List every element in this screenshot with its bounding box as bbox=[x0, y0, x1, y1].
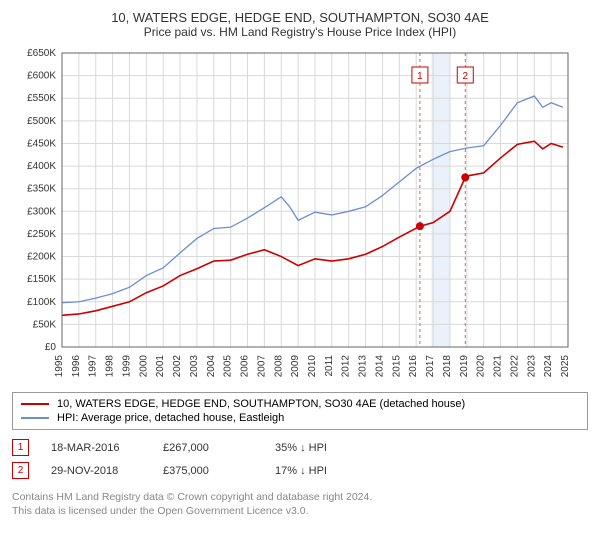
svg-text:2004: 2004 bbox=[206, 355, 217, 378]
svg-text:2011: 2011 bbox=[324, 355, 335, 377]
legend-label: 10, WATERS EDGE, HEDGE END, SOUTHAMPTON,… bbox=[57, 398, 465, 410]
svg-text:£150K: £150K bbox=[27, 274, 56, 285]
svg-text:2020: 2020 bbox=[476, 355, 487, 378]
svg-text:1997: 1997 bbox=[88, 355, 99, 378]
svg-text:2019: 2019 bbox=[459, 355, 470, 378]
legend-item: 10, WATERS EDGE, HEDGE END, SOUTHAMPTON,… bbox=[21, 397, 579, 411]
legend-swatch bbox=[21, 417, 49, 419]
svg-text:2017: 2017 bbox=[425, 355, 436, 378]
svg-text:£0: £0 bbox=[45, 342, 57, 353]
svg-text:2023: 2023 bbox=[526, 355, 537, 378]
legend-swatch bbox=[21, 403, 49, 405]
transaction-date: 18-MAR-2016 bbox=[51, 442, 141, 454]
transaction-price: £267,000 bbox=[163, 442, 253, 454]
svg-text:2016: 2016 bbox=[408, 355, 419, 378]
svg-text:2014: 2014 bbox=[374, 355, 385, 378]
transaction-date: 29-NOV-2018 bbox=[51, 465, 141, 477]
transactions-table: 1 18-MAR-2016 £267,000 35% ↓ HPI 2 29-NO… bbox=[12, 436, 588, 482]
legend-label: HPI: Average price, detached house, East… bbox=[57, 412, 284, 424]
chart-title: 10, WATERS EDGE, HEDGE END, SOUTHAMPTON,… bbox=[12, 10, 588, 25]
svg-text:£200K: £200K bbox=[27, 252, 56, 263]
svg-text:1996: 1996 bbox=[71, 355, 82, 378]
svg-text:2002: 2002 bbox=[172, 355, 183, 378]
svg-text:2: 2 bbox=[463, 71, 469, 82]
svg-text:2015: 2015 bbox=[391, 355, 402, 378]
svg-text:£50K: £50K bbox=[33, 319, 57, 330]
svg-text:£300K: £300K bbox=[27, 206, 56, 217]
chart-subtitle: Price paid vs. HM Land Registry's House … bbox=[12, 25, 588, 39]
svg-text:2012: 2012 bbox=[341, 355, 352, 378]
attribution: Contains HM Land Registry data © Crown c… bbox=[12, 490, 588, 518]
marker-badge: 1 bbox=[12, 439, 29, 456]
svg-text:2018: 2018 bbox=[442, 355, 453, 378]
svg-text:2021: 2021 bbox=[493, 355, 504, 378]
transaction-delta: 17% ↓ HPI bbox=[275, 465, 365, 477]
svg-text:£400K: £400K bbox=[27, 161, 56, 172]
svg-text:2013: 2013 bbox=[358, 355, 369, 378]
svg-text:£100K: £100K bbox=[27, 297, 56, 308]
svg-text:2000: 2000 bbox=[138, 355, 149, 378]
attribution-line: This data is licensed under the Open Gov… bbox=[12, 504, 588, 518]
svg-text:1995: 1995 bbox=[54, 355, 65, 378]
svg-text:£550K: £550K bbox=[27, 93, 56, 104]
svg-text:2005: 2005 bbox=[223, 355, 234, 378]
legend-item: HPI: Average price, detached house, East… bbox=[21, 411, 579, 425]
svg-text:2008: 2008 bbox=[273, 355, 284, 378]
svg-text:£350K: £350K bbox=[27, 184, 56, 195]
transaction-delta: 35% ↓ HPI bbox=[275, 442, 365, 454]
svg-text:£600K: £600K bbox=[27, 71, 56, 82]
svg-text:2003: 2003 bbox=[189, 355, 200, 378]
table-row: 1 18-MAR-2016 £267,000 35% ↓ HPI bbox=[12, 436, 588, 459]
marker-badge: 2 bbox=[12, 462, 29, 479]
transaction-price: £375,000 bbox=[163, 465, 253, 477]
svg-text:2024: 2024 bbox=[543, 355, 554, 378]
attribution-line: Contains HM Land Registry data © Crown c… bbox=[12, 490, 588, 504]
line-chart-svg: £0 £50K £100K £150K £200K £250K £300K £350K £400… bbox=[12, 45, 572, 390]
svg-text:2001: 2001 bbox=[155, 355, 166, 378]
table-row: 2 29-NOV-2018 £375,000 17% ↓ HPI bbox=[12, 459, 588, 482]
svg-text:£500K: £500K bbox=[27, 116, 56, 127]
svg-text:2022: 2022 bbox=[509, 355, 520, 378]
svg-text:1998: 1998 bbox=[105, 355, 116, 378]
legend: 10, WATERS EDGE, HEDGE END, SOUTHAMPTON,… bbox=[12, 392, 588, 430]
svg-text:£450K: £450K bbox=[27, 138, 56, 149]
svg-text:2025: 2025 bbox=[560, 355, 571, 378]
svg-text:2006: 2006 bbox=[240, 355, 251, 378]
svg-text:£650K: £650K bbox=[27, 48, 56, 59]
chart-area: £0 £50K £100K £150K £200K £250K £300K £350K £400… bbox=[12, 45, 588, 390]
svg-text:1: 1 bbox=[417, 71, 423, 82]
svg-text:2010: 2010 bbox=[307, 355, 318, 378]
svg-text:2007: 2007 bbox=[256, 355, 267, 378]
svg-text:£250K: £250K bbox=[27, 229, 56, 240]
svg-text:1999: 1999 bbox=[121, 355, 132, 378]
svg-text:2009: 2009 bbox=[290, 355, 301, 378]
